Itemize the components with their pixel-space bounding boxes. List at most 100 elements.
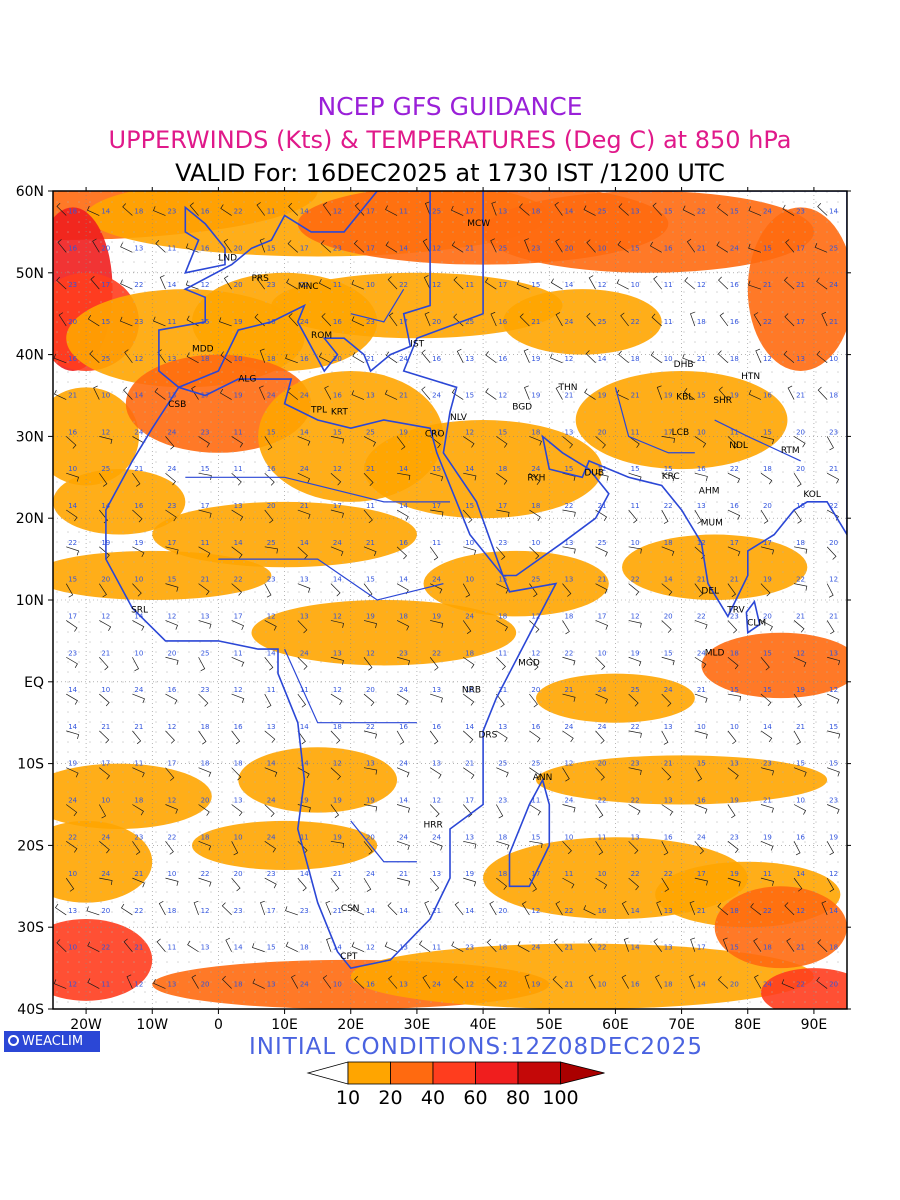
- svg-text:21: 21: [201, 576, 210, 584]
- svg-text:16: 16: [465, 686, 474, 694]
- svg-text:10: 10: [598, 649, 607, 657]
- svg-text:18: 18: [564, 612, 573, 620]
- svg-text:19: 19: [531, 981, 540, 989]
- svg-text:24: 24: [564, 318, 573, 326]
- logo-text: WEACLIM: [22, 1034, 84, 1049]
- title-product: UPPERWINDS (Kts) & TEMPERATURES (Deg C) …: [108, 126, 792, 154]
- svg-text:16: 16: [333, 392, 342, 400]
- svg-text:12: 12: [333, 208, 342, 216]
- svg-text:12: 12: [531, 907, 540, 915]
- weaclim-logo: WEACLIM: [4, 1031, 100, 1052]
- svg-text:14: 14: [564, 281, 573, 289]
- svg-text:11: 11: [465, 281, 474, 289]
- svg-text:21: 21: [763, 281, 772, 289]
- svg-text:24: 24: [267, 797, 276, 805]
- svg-text:13: 13: [68, 907, 77, 915]
- svg-text:17: 17: [101, 281, 110, 289]
- svg-text:13: 13: [697, 502, 706, 510]
- svg-text:23: 23: [267, 281, 276, 289]
- svg-text:14: 14: [333, 576, 342, 584]
- svg-text:11: 11: [564, 870, 573, 878]
- svg-text:20: 20: [763, 502, 772, 510]
- logo-ring-icon: [8, 1035, 19, 1046]
- svg-text:21: 21: [697, 576, 706, 584]
- svg-text:11: 11: [201, 539, 210, 547]
- svg-text:20: 20: [234, 281, 243, 289]
- svg-text:10: 10: [68, 944, 77, 952]
- svg-text:15: 15: [366, 576, 375, 584]
- svg-text:11: 11: [531, 797, 540, 805]
- svg-text:23: 23: [399, 649, 408, 657]
- svg-text:21: 21: [68, 392, 77, 400]
- svg-text:19: 19: [234, 392, 243, 400]
- svg-text:18: 18: [201, 355, 210, 363]
- svg-text:23: 23: [730, 612, 739, 620]
- colorbar-label: 100: [542, 1087, 579, 1109]
- svg-text:21: 21: [564, 686, 573, 694]
- station-label-clm: CLM: [747, 618, 766, 628]
- svg-text:17: 17: [730, 539, 739, 547]
- svg-text:23: 23: [498, 539, 507, 547]
- svg-text:25: 25: [531, 576, 540, 584]
- svg-text:13: 13: [664, 723, 673, 731]
- svg-text:16: 16: [432, 723, 441, 731]
- svg-text:14: 14: [300, 723, 309, 731]
- svg-text:20: 20: [598, 760, 607, 768]
- svg-text:19: 19: [68, 760, 77, 768]
- svg-text:21: 21: [697, 355, 706, 363]
- svg-text:15: 15: [631, 244, 640, 252]
- svg-text:20: 20: [829, 981, 838, 989]
- svg-text:10: 10: [101, 686, 110, 694]
- svg-text:20: 20: [829, 539, 838, 547]
- svg-text:22: 22: [631, 797, 640, 805]
- svg-text:10: 10: [234, 833, 243, 841]
- lat-tick-label: 40S: [17, 1002, 44, 1018]
- svg-text:25: 25: [598, 208, 607, 216]
- svg-text:20: 20: [201, 981, 210, 989]
- svg-text:12: 12: [796, 907, 805, 915]
- svg-text:10: 10: [598, 870, 607, 878]
- svg-text:19: 19: [465, 870, 474, 878]
- svg-text:18: 18: [498, 944, 507, 952]
- svg-text:18: 18: [498, 870, 507, 878]
- svg-text:11: 11: [631, 502, 640, 510]
- svg-text:20: 20: [68, 318, 77, 326]
- svg-text:19: 19: [531, 392, 540, 400]
- svg-text:15: 15: [730, 686, 739, 694]
- svg-text:10: 10: [697, 723, 706, 731]
- svg-text:19: 19: [234, 318, 243, 326]
- svg-text:11: 11: [399, 208, 408, 216]
- svg-text:15: 15: [829, 723, 838, 731]
- svg-text:16: 16: [763, 392, 772, 400]
- svg-text:24: 24: [664, 686, 673, 694]
- svg-text:16: 16: [366, 981, 375, 989]
- svg-text:22: 22: [134, 281, 143, 289]
- svg-text:14: 14: [465, 907, 474, 915]
- lon-tick-label: 60E: [602, 1017, 629, 1033]
- svg-text:20: 20: [763, 612, 772, 620]
- svg-text:12: 12: [697, 281, 706, 289]
- svg-text:22: 22: [68, 539, 77, 547]
- lon-tick-label: 40E: [470, 1017, 497, 1033]
- svg-text:17: 17: [796, 244, 805, 252]
- svg-text:16: 16: [498, 318, 507, 326]
- lon-tick-label: 50E: [536, 1017, 563, 1033]
- station-label-prs: PRS: [252, 274, 270, 284]
- svg-text:21: 21: [697, 907, 706, 915]
- station-label-csb: CSB: [168, 400, 186, 410]
- svg-text:16: 16: [68, 428, 77, 436]
- svg-text:22: 22: [564, 649, 573, 657]
- station-label-nlv: NLV: [450, 413, 468, 423]
- svg-text:19: 19: [531, 355, 540, 363]
- svg-text:22: 22: [201, 870, 210, 878]
- svg-text:10: 10: [598, 981, 607, 989]
- svg-text:16: 16: [697, 465, 706, 473]
- svg-text:14: 14: [300, 428, 309, 436]
- svg-text:24: 24: [432, 981, 441, 989]
- svg-text:15: 15: [267, 944, 276, 952]
- svg-text:22: 22: [134, 907, 143, 915]
- svg-text:21: 21: [465, 760, 474, 768]
- svg-text:10: 10: [465, 539, 474, 547]
- svg-text:10: 10: [234, 355, 243, 363]
- svg-text:15: 15: [664, 649, 673, 657]
